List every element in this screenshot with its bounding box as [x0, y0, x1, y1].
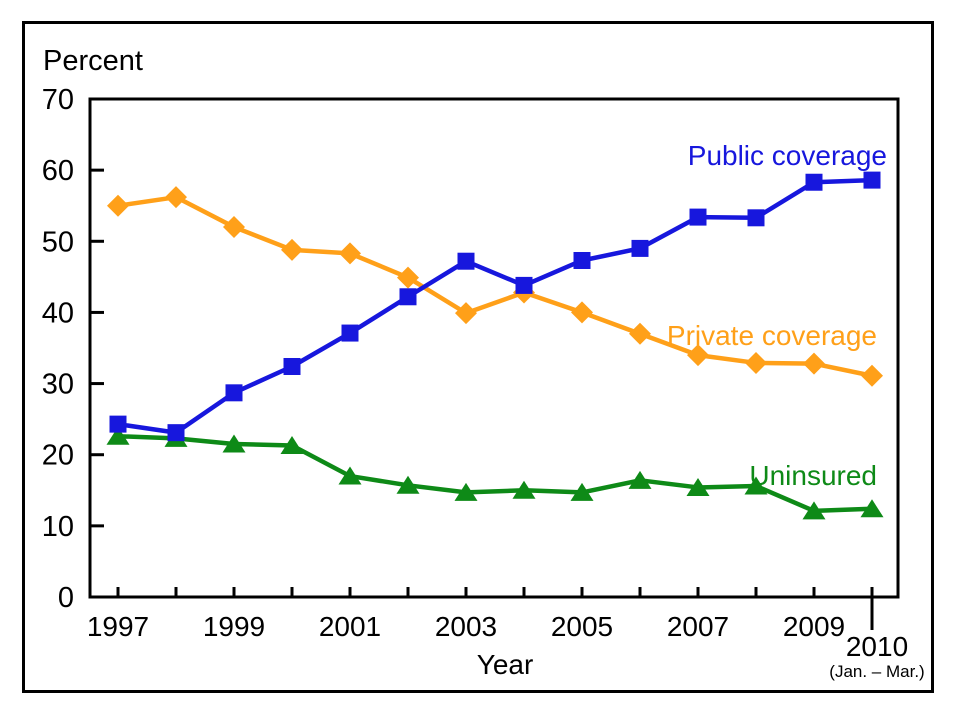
marker-square: [631, 239, 649, 257]
marker-triangle: [222, 434, 246, 453]
marker-triangle: [106, 426, 130, 445]
marker-diamond: [107, 194, 129, 217]
x-tick-label: 1999: [203, 611, 265, 642]
series-label-uninsured: Uninsured: [749, 460, 877, 491]
marker-square: [457, 252, 475, 270]
marker-triangle: [686, 477, 710, 496]
marker-square: [863, 171, 881, 189]
marker-diamond: [861, 364, 883, 387]
marker-square: [167, 424, 185, 442]
marker-square: [225, 384, 243, 402]
x-tick-label: 2003: [435, 611, 497, 642]
marker-triangle: [860, 499, 884, 518]
marker-square: [109, 415, 127, 433]
marker-diamond: [687, 344, 709, 367]
y-tick-label: 70: [42, 84, 74, 116]
marker-square: [689, 208, 707, 226]
marker-diamond: [629, 322, 651, 345]
marker-triangle: [338, 466, 362, 485]
marker-diamond: [339, 242, 361, 265]
marker-triangle: [802, 501, 826, 520]
marker-triangle: [628, 470, 652, 489]
series-line-uninsured: [115, 433, 875, 514]
marker-diamond: [571, 301, 593, 324]
series-line-public-coverage: [115, 177, 875, 435]
marker-triangle: [454, 482, 478, 501]
marker-diamond: [803, 352, 825, 375]
series-label-public-coverage: Public coverage: [687, 140, 887, 171]
marker-triangle: [396, 475, 420, 494]
marker-diamond: [455, 302, 477, 325]
y-tick-label: 50: [42, 226, 74, 258]
y-tick-label: 40: [42, 297, 74, 329]
marker-square: [573, 251, 591, 269]
marker-square: [341, 324, 359, 342]
marker-diamond: [281, 238, 303, 261]
x-tick-label: 2007: [667, 611, 729, 642]
x-tick-sublabel-jan-mar: (Jan. – Mar.): [829, 662, 925, 681]
marker-triangle: [744, 476, 768, 495]
y-tick-label: 0: [58, 582, 74, 614]
figure-border: [22, 21, 934, 693]
marker-triangle: [280, 435, 304, 454]
y-axis-title: Percent: [43, 45, 143, 77]
marker-square: [515, 276, 533, 294]
marker-triangle: [570, 482, 594, 501]
marker-square: [747, 209, 765, 227]
marker-triangle: [512, 480, 536, 499]
y-tick-label: 20: [42, 440, 74, 472]
y-tick-label: 10: [42, 511, 74, 543]
marker-diamond: [165, 186, 187, 209]
x-tick-label: 2005: [551, 611, 613, 642]
x-axis-title: Year: [476, 649, 534, 680]
x-tick-label: 2001: [319, 611, 381, 642]
marker-square: [399, 288, 417, 306]
marker-square: [283, 357, 301, 375]
marker-diamond: [397, 266, 419, 289]
x-tick-label: 2009: [783, 611, 845, 642]
x-tick-label: 1997: [87, 611, 149, 642]
x-tick-label-2010: 2010: [845, 631, 909, 662]
marker-square: [805, 173, 823, 191]
series-label-private-coverage: Private coverage: [666, 320, 877, 351]
y-tick-label: 60: [42, 155, 74, 187]
y-tick-label: 30: [42, 369, 74, 401]
plot-frame: [88, 97, 900, 599]
marker-diamond: [745, 351, 767, 374]
marker-diamond: [223, 216, 245, 239]
